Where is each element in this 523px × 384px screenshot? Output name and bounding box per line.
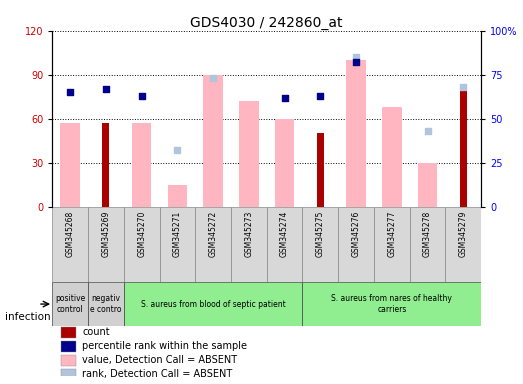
Text: rank, Detection Call = ABSENT: rank, Detection Call = ABSENT <box>82 369 233 379</box>
Bar <box>203 75 223 207</box>
Text: GSM345275: GSM345275 <box>316 210 325 257</box>
Bar <box>239 101 259 207</box>
Text: count: count <box>82 327 110 337</box>
Bar <box>61 355 76 366</box>
Text: GSM345273: GSM345273 <box>244 210 253 257</box>
Text: positive
control: positive control <box>55 295 85 314</box>
Bar <box>317 133 324 207</box>
Bar <box>231 207 267 282</box>
Bar <box>167 185 187 207</box>
Text: GSM345279: GSM345279 <box>459 210 468 257</box>
Text: GSM345269: GSM345269 <box>101 210 110 257</box>
Text: GSM345278: GSM345278 <box>423 210 432 257</box>
Point <box>424 128 432 134</box>
Point <box>352 59 360 65</box>
Text: GSM345271: GSM345271 <box>173 210 182 257</box>
Point <box>101 86 110 92</box>
Bar <box>195 207 231 282</box>
Bar <box>61 341 76 352</box>
Bar <box>346 60 366 207</box>
Text: value, Detection Call = ABSENT: value, Detection Call = ABSENT <box>82 355 237 365</box>
Text: GSM345277: GSM345277 <box>388 210 396 257</box>
Bar <box>302 207 338 282</box>
Bar <box>460 83 467 207</box>
Text: GSM345270: GSM345270 <box>137 210 146 257</box>
Bar <box>52 207 88 282</box>
Bar <box>88 207 124 282</box>
Point <box>209 75 218 81</box>
Bar <box>124 282 302 326</box>
Bar <box>132 123 152 207</box>
Bar <box>338 207 374 282</box>
Point <box>316 93 324 99</box>
Point <box>138 93 146 99</box>
Text: S. aureus from blood of septic patient: S. aureus from blood of septic patient <box>141 300 286 309</box>
Text: percentile rank within the sample: percentile rank within the sample <box>82 341 247 351</box>
Point <box>173 147 181 154</box>
Title: GDS4030 / 242860_at: GDS4030 / 242860_at <box>190 16 343 30</box>
Bar <box>275 119 294 207</box>
Text: GSM345274: GSM345274 <box>280 210 289 257</box>
Bar <box>60 123 80 207</box>
Text: S. aureus from nares of healthy
carriers: S. aureus from nares of healthy carriers <box>332 295 452 314</box>
Point <box>352 54 360 60</box>
Bar <box>61 326 76 338</box>
Bar <box>88 282 124 326</box>
Bar <box>52 282 88 326</box>
Text: GSM345272: GSM345272 <box>209 210 218 257</box>
Point <box>459 84 468 90</box>
Text: infection: infection <box>5 312 51 322</box>
Text: negativ
e contro: negativ e contro <box>90 295 122 314</box>
Bar <box>103 123 109 207</box>
Bar <box>418 163 437 207</box>
Bar <box>61 369 76 380</box>
Bar <box>302 282 481 326</box>
Bar <box>382 107 402 207</box>
Bar <box>410 207 446 282</box>
Bar <box>160 207 195 282</box>
Text: GSM345276: GSM345276 <box>351 210 360 257</box>
Bar <box>374 207 410 282</box>
Bar <box>124 207 160 282</box>
Point <box>66 89 74 95</box>
Bar <box>267 207 302 282</box>
Point <box>280 94 289 101</box>
Bar <box>446 207 481 282</box>
Text: GSM345268: GSM345268 <box>66 210 75 257</box>
